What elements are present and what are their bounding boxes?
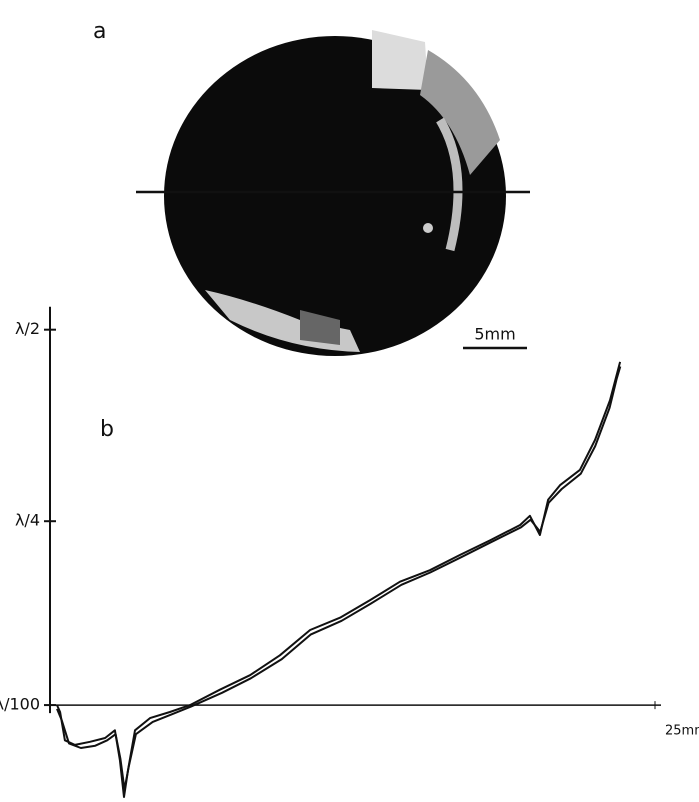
scale-bar-label: 5mm	[474, 325, 515, 344]
y-tick-label: λ/4	[15, 511, 40, 530]
y-tick-label: λ/100	[0, 695, 40, 714]
figure: a 5mm b λ/100 λ/4 λ/2 25mm	[0, 0, 699, 802]
panel-label: b	[100, 417, 114, 442]
x-tick-label: 25mm	[665, 724, 699, 739]
y-tick-label: λ/2	[15, 319, 40, 338]
panel-label: a	[93, 19, 106, 44]
